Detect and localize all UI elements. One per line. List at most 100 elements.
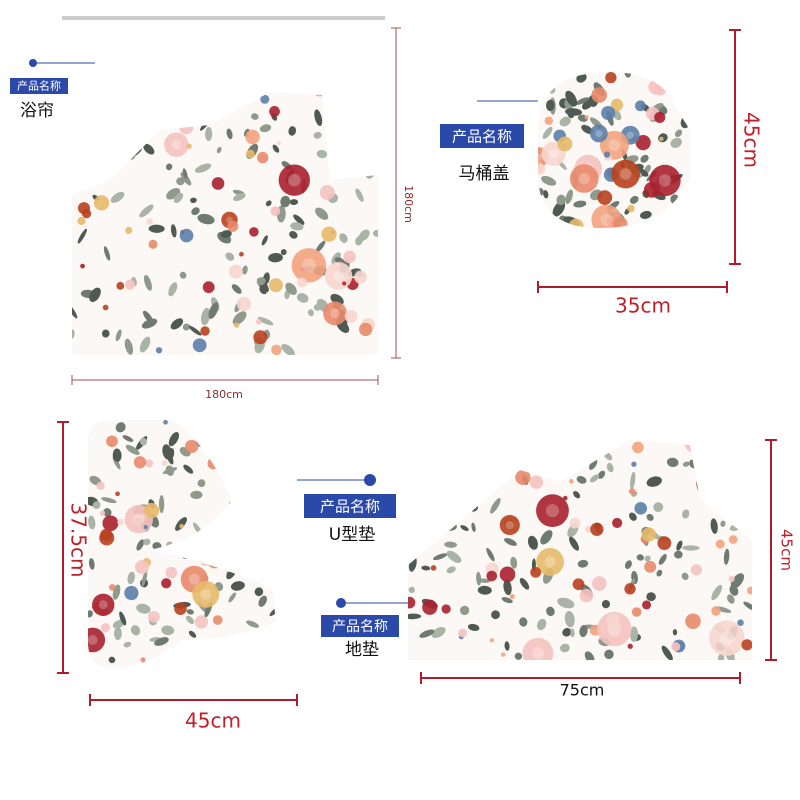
- width-label: 75cm: [560, 681, 605, 700]
- leaf: [710, 518, 718, 534]
- flower: [174, 602, 187, 615]
- leaf: [584, 651, 595, 660]
- tag-box: [304, 494, 396, 518]
- leaf: [432, 525, 447, 535]
- leaf: [644, 555, 651, 562]
- leaf: [197, 479, 206, 488]
- leaf: [565, 90, 578, 107]
- flower: [143, 502, 160, 519]
- flower: [161, 460, 168, 466]
- flower: [147, 94, 162, 108]
- leaf: [103, 144, 114, 154]
- leaf: [629, 626, 639, 642]
- leaf: [501, 597, 513, 604]
- flower: [522, 637, 554, 660]
- flower: [354, 270, 368, 284]
- flower: [485, 473, 498, 486]
- leaf: [94, 111, 103, 126]
- flower: [509, 593, 515, 600]
- leaf: [510, 556, 518, 569]
- flower-center: [465, 457, 478, 470]
- flower: [268, 278, 283, 293]
- leaf: [576, 73, 587, 83]
- leaf: [141, 570, 148, 587]
- pattern-group: [538, 72, 690, 228]
- flower: [200, 326, 210, 336]
- flower: [584, 115, 589, 120]
- leaf: [139, 204, 154, 218]
- flower-center: [200, 588, 212, 600]
- leaf: [707, 475, 715, 493]
- leaf: [72, 304, 78, 319]
- flower-center: [211, 556, 219, 564]
- leaf: [205, 127, 213, 141]
- leaf: [235, 641, 244, 650]
- leaf: [257, 512, 268, 523]
- flower: [260, 514, 268, 522]
- flower: [538, 163, 546, 175]
- leaf: [313, 304, 321, 311]
- flower: [597, 611, 632, 647]
- flower: [644, 560, 657, 573]
- flower: [408, 596, 416, 609]
- leaf: [89, 287, 101, 302]
- flower: [628, 488, 636, 495]
- flower: [164, 132, 189, 157]
- flower: [202, 281, 215, 294]
- leaf: [355, 188, 364, 202]
- flower: [319, 185, 335, 200]
- flower: [148, 239, 158, 249]
- flower: [736, 508, 746, 518]
- leaf: [214, 530, 221, 537]
- leaf: [730, 573, 745, 589]
- flower: [654, 111, 666, 124]
- flower: [269, 106, 280, 117]
- flower: [165, 118, 175, 128]
- leaf: [307, 309, 314, 317]
- leaf: [705, 440, 719, 445]
- flower-center: [538, 153, 543, 162]
- flower: [212, 615, 223, 625]
- leaf: [110, 116, 117, 126]
- flower-center: [600, 213, 613, 226]
- flower: [684, 440, 701, 452]
- leaf: [200, 307, 211, 326]
- flower: [627, 204, 635, 213]
- flower: [324, 92, 339, 107]
- leaf: [167, 652, 184, 663]
- leaf: [372, 230, 378, 237]
- flower: [486, 570, 498, 582]
- flower: [671, 642, 681, 652]
- leaf: [546, 606, 555, 617]
- flower: [100, 528, 113, 541]
- leaf: [120, 106, 129, 116]
- leaf: [84, 157, 96, 168]
- leaf: [674, 550, 683, 559]
- leaf: [728, 491, 745, 503]
- leaf: [656, 569, 663, 577]
- flower: [186, 143, 192, 149]
- leaf: [88, 152, 103, 167]
- flower-center: [548, 148, 559, 159]
- leaf: [136, 603, 151, 614]
- flower: [206, 551, 224, 569]
- leaf: [670, 217, 680, 227]
- height-label: 45cm: [778, 529, 796, 571]
- leaf: [446, 550, 462, 563]
- leaf: [557, 597, 575, 609]
- leaf: [267, 462, 276, 470]
- leaf: [106, 138, 113, 150]
- leaf: [686, 222, 690, 228]
- leaf: [170, 224, 177, 238]
- leaf: [293, 214, 305, 225]
- leaf: [289, 199, 299, 205]
- leaf: [241, 464, 254, 477]
- leaf: [356, 101, 363, 110]
- leaf: [168, 663, 184, 668]
- leaf: [190, 490, 203, 500]
- leaf: [227, 647, 241, 659]
- leaf: [436, 460, 446, 471]
- leaf: [232, 311, 247, 325]
- leaf: [267, 420, 274, 436]
- leaf: [370, 106, 378, 113]
